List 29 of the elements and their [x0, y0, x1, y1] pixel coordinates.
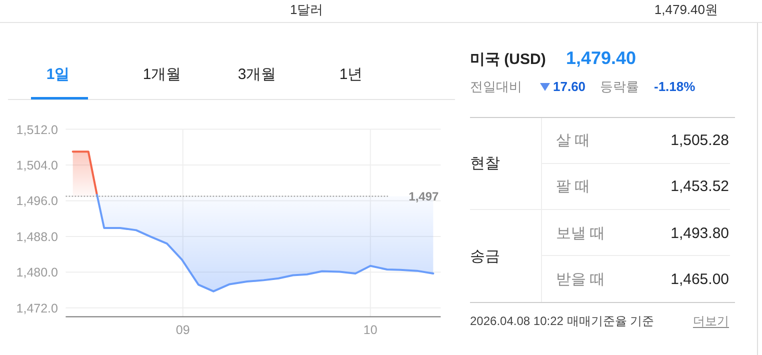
- text: 1,479.40원: [654, 2, 718, 17]
- x-tick-label: 09: [176, 323, 190, 337]
- text: 더보기: [693, 314, 729, 328]
- y-tick-label: 1,472.0: [16, 301, 58, 316]
- text: 팔 때: [556, 178, 590, 195]
- text: 1,493.80: [670, 225, 729, 242]
- text: 현찰: [470, 155, 500, 172]
- text: 1,505.28: [670, 132, 729, 149]
- text: -1.18%: [654, 79, 696, 94]
- text: 살 때: [556, 132, 590, 149]
- text: 전일대비: [470, 79, 522, 94]
- text: 1,453.52: [670, 178, 729, 195]
- text: 1달러: [290, 2, 324, 17]
- text: 17.60: [553, 79, 586, 94]
- text: 보낼 때: [556, 225, 606, 242]
- y-tick-label: 1,488.0: [16, 230, 58, 244]
- y-tick-label: 1,512.0: [16, 122, 58, 137]
- text: 미국 (USD): [470, 51, 546, 68]
- ref-line-label: 1,497: [408, 189, 440, 204]
- text: 받을 때: [556, 271, 606, 288]
- text: 등락률: [600, 79, 639, 94]
- text: 2026.04.08 10:22 매매기준율 기준: [470, 314, 654, 328]
- text: 송금: [470, 248, 500, 265]
- y-tick-label: 1,480.0: [16, 266, 58, 280]
- x-tick-label: 10: [363, 323, 378, 337]
- y-tick-label: 1,504.0: [16, 158, 58, 173]
- text: 1,465.00: [670, 271, 729, 288]
- text: 1,479.40: [566, 48, 636, 68]
- y-tick-label: 1,496.0: [16, 194, 58, 208]
